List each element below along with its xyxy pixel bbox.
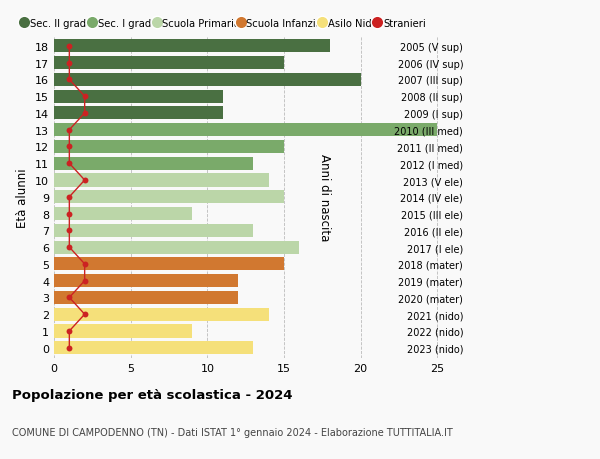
- Bar: [54, 224, 253, 237]
- Point: [65, 160, 74, 168]
- Point: [65, 194, 74, 201]
- Y-axis label: Anni di nascita: Anni di nascita: [318, 154, 331, 241]
- Bar: [54, 74, 361, 87]
- Bar: [54, 341, 253, 354]
- Point: [65, 294, 74, 302]
- Text: Popolazione per età scolastica - 2024: Popolazione per età scolastica - 2024: [12, 388, 293, 401]
- Point: [65, 77, 74, 84]
- Bar: [54, 258, 284, 271]
- Bar: [54, 308, 269, 321]
- Point: [80, 177, 89, 185]
- Bar: [54, 107, 223, 120]
- Bar: [54, 140, 284, 154]
- Text: COMUNE DI CAMPODENNO (TN) - Dati ISTAT 1° gennaio 2024 - Elaborazione TUTTITALIA: COMUNE DI CAMPODENNO (TN) - Dati ISTAT 1…: [12, 427, 453, 437]
- Point: [65, 210, 74, 218]
- Point: [65, 244, 74, 251]
- Point: [65, 227, 74, 235]
- Bar: [54, 90, 223, 103]
- Bar: [54, 291, 238, 304]
- Point: [80, 311, 89, 318]
- Bar: [54, 174, 269, 187]
- Point: [65, 328, 74, 335]
- Bar: [54, 207, 192, 221]
- Point: [65, 127, 74, 134]
- Point: [65, 344, 74, 352]
- Bar: [54, 241, 299, 254]
- Bar: [54, 325, 192, 338]
- Point: [80, 110, 89, 118]
- Point: [65, 43, 74, 50]
- Point: [80, 277, 89, 285]
- Bar: [54, 57, 284, 70]
- Bar: [54, 191, 284, 204]
- Legend: Sec. II grado, Sec. I grado, Scuola Primaria, Scuola Infanzia, Asilo Nido, Stran: Sec. II grado, Sec. I grado, Scuola Prim…: [22, 18, 426, 28]
- Bar: [54, 124, 437, 137]
- Point: [65, 60, 74, 67]
- Bar: [54, 274, 238, 288]
- Point: [65, 144, 74, 151]
- Point: [80, 261, 89, 268]
- Y-axis label: Età alunni: Età alunni: [16, 168, 29, 227]
- Point: [80, 93, 89, 101]
- Bar: [54, 157, 253, 170]
- Bar: [54, 40, 330, 53]
